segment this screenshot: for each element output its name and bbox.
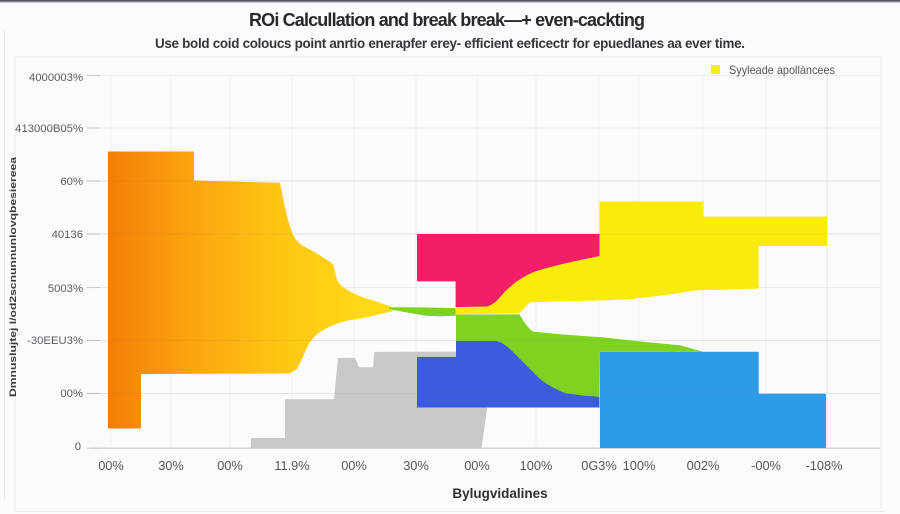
svg-text:00%: 00%	[217, 458, 243, 473]
svg-text:00%: 00%	[60, 388, 83, 400]
svg-text:0: 0	[75, 441, 81, 453]
svg-text:0G3%: 0G3%	[581, 458, 617, 473]
svg-text:5003%: 5003%	[48, 283, 83, 295]
svg-text:Use bold coid coloucs point an: Use bold coid coloucs point anrtio enera…	[155, 36, 745, 51]
svg-text:ROi Calcullation and break bre: ROi Calcullation and break break—+ even-…	[249, 10, 645, 30]
svg-text:413000B05%: 413000B05%	[15, 123, 83, 135]
svg-text:100%: 100%	[623, 458, 656, 473]
svg-text:00%: 00%	[464, 458, 490, 473]
svg-text:100%: 100%	[520, 458, 553, 473]
svg-text:30%: 30%	[158, 458, 184, 473]
svg-text:11.9%: 11.9%	[274, 458, 309, 473]
svg-text:002%: 002%	[687, 458, 720, 473]
svg-text:Bylugvidalines: Bylugvidalines	[452, 486, 547, 501]
svg-text:40136: 40136	[52, 229, 83, 241]
svg-text:00%: 00%	[341, 458, 367, 473]
svg-text:Dmnuslujtej l/od2scnunnunlovqb: Dmnuslujtej l/od2scnunnunlovqbesiereea	[8, 156, 19, 397]
svg-text:Syyleade apollàncees: Syyleade apollàncees	[729, 63, 835, 77]
svg-text:30%: 30%	[403, 458, 429, 473]
svg-text:4000003%: 4000003%	[29, 72, 83, 84]
svg-text:-108%: -108%	[806, 458, 843, 473]
svg-text:-30EEU3%: -30EEU3%	[27, 335, 83, 347]
svg-text:-00%: -00%	[751, 458, 781, 473]
svg-text:00%: 00%	[98, 458, 124, 473]
svg-text:60%: 60%	[60, 176, 83, 188]
